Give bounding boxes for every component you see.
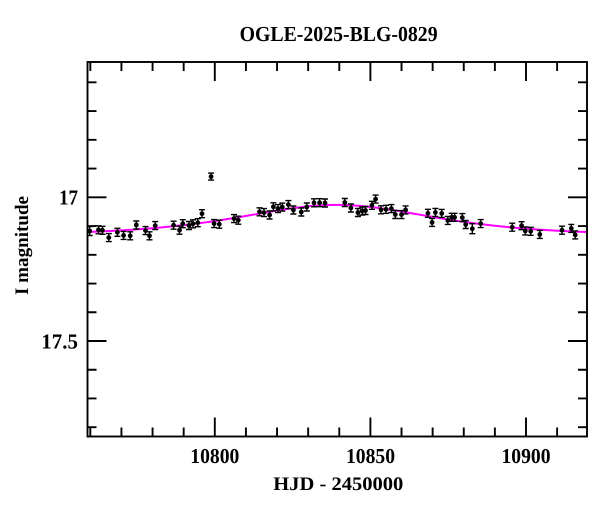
svg-text:17.5: 17.5 <box>41 330 78 354</box>
svg-text:I magnitude: I magnitude <box>12 196 33 295</box>
svg-text:10850: 10850 <box>346 444 395 468</box>
svg-text:10800: 10800 <box>190 444 239 468</box>
svg-text:17: 17 <box>59 186 78 210</box>
svg-text:HJD - 2450000: HJD - 2450000 <box>273 474 403 495</box>
svg-text:OGLE-2025-BLG-0829: OGLE-2025-BLG-0829 <box>240 22 438 46</box>
svg-text:10900: 10900 <box>502 444 551 468</box>
